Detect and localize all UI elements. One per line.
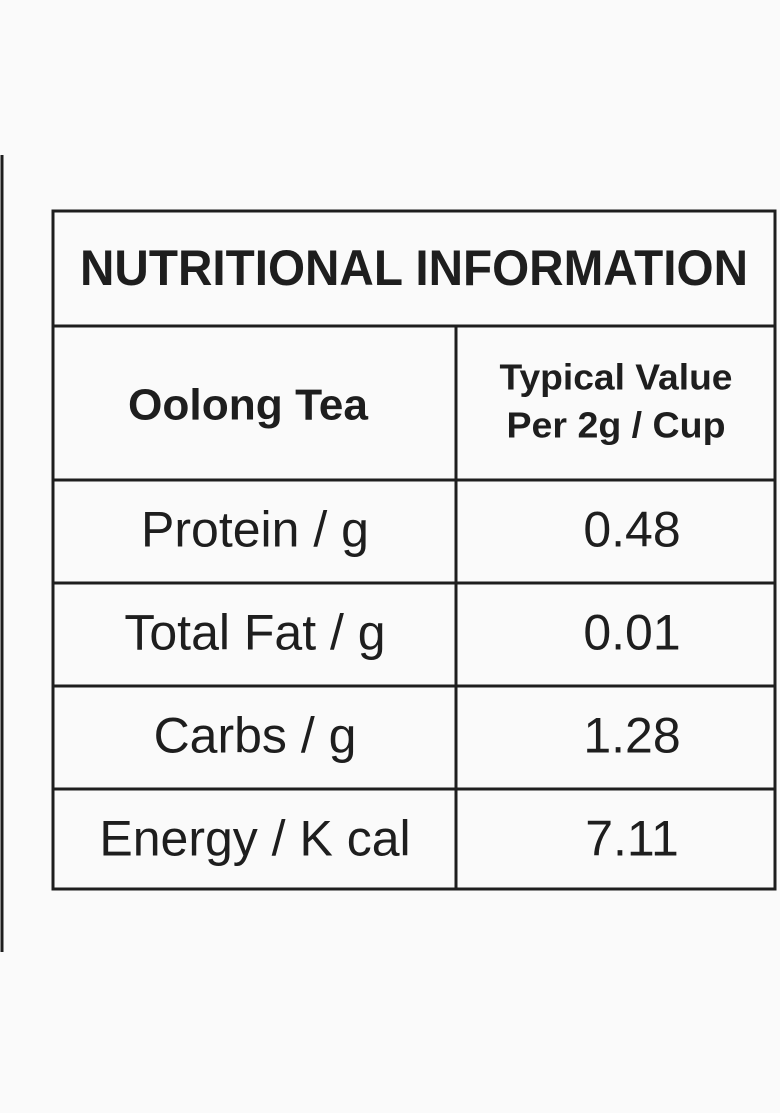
nutrient-label: Protein / g [141,502,369,558]
header-cell: Oolong Tea [128,381,369,430]
nutrient-label: Total Fat / g [124,605,385,661]
nutrient-value: 0.48 [583,502,680,558]
header-cell: Typical Value [500,357,733,398]
nutrient-value: 1.28 [583,708,680,764]
nutrient-value: 0.01 [583,605,680,661]
nutrient-label: Carbs / g [154,708,357,764]
nutrient-value: 7.11 [585,811,679,867]
table-body: Protein / g 0.48 Total Fat / g 0.01 Carbs / … [99,502,680,867]
table-border [51,209,777,891]
table-title: NUTRITIONAL INFORMATION [80,240,748,296]
nutrient-label: Energy / K cal [99,811,410,867]
header-cell: Per 2g / Cup [507,405,726,446]
